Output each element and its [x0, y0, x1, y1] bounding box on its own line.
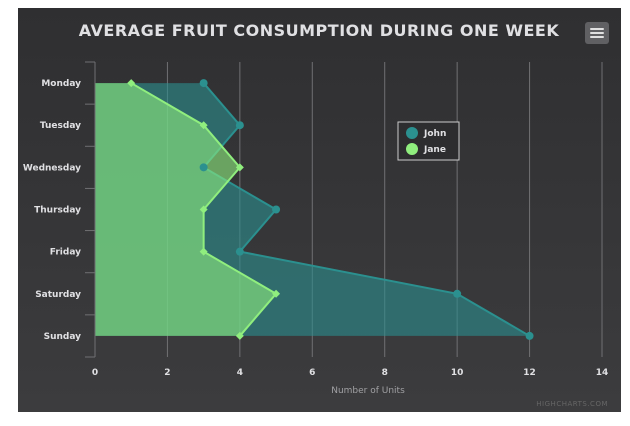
value-tick-label: 12 [523, 368, 536, 378]
value-tick-label: 6 [309, 368, 315, 378]
legend[interactable]: John Jane [397, 121, 460, 161]
data-point-john[interactable] [235, 247, 244, 256]
chart-container: AVERAGE FRUIT CONSUMPTION DURING ONE WEE… [18, 8, 621, 412]
value-tick-label: 14 [596, 368, 609, 378]
data-point-jane[interactable] [127, 79, 136, 88]
data-point-jane[interactable] [235, 163, 244, 172]
data-point-john[interactable] [525, 331, 534, 340]
value-tick-label: 4 [237, 368, 243, 378]
series-layer [95, 79, 534, 340]
legend-symbol [406, 143, 418, 155]
value-tick-label: 2 [164, 368, 170, 378]
category-label: Sunday [44, 332, 82, 342]
data-point-john[interactable] [199, 79, 208, 88]
category-label: Friday [50, 248, 81, 258]
legend-symbol [406, 127, 418, 139]
data-point-john[interactable] [453, 289, 462, 298]
legend-item-jane[interactable]: Jane [406, 143, 446, 155]
category-label: Tuesday [40, 121, 81, 131]
legend-box [397, 121, 460, 161]
credits-link[interactable]: HIGHCHARTS.COM [536, 400, 608, 408]
axes: 0 2 4 6 8 10 12 14 Monday Tuesday Wednesday Thursda… [23, 61, 609, 378]
data-point-jane[interactable] [199, 205, 208, 214]
category-label: Wednesday [23, 163, 81, 173]
value-tick-label: 0 [92, 368, 98, 378]
legend-label: Jane [423, 145, 446, 155]
data-point-jane[interactable] [272, 289, 281, 298]
legend-label: John [423, 129, 446, 139]
category-label: Saturday [35, 290, 81, 300]
data-point-john[interactable] [199, 163, 208, 172]
data-point-john[interactable] [235, 121, 244, 130]
chart-svg: AVERAGE FRUIT CONSUMPTION DURING ONE WEE… [23, 21, 609, 408]
data-point-jane[interactable] [199, 121, 208, 130]
value-tick-label: 10 [451, 368, 464, 378]
category-label: Monday [41, 79, 81, 89]
hamburger-menu-icon[interactable] [585, 22, 609, 44]
series-area-jane [95, 83, 277, 336]
legend-item-john[interactable]: John [406, 127, 446, 139]
value-axis-title: Number of Units [331, 386, 405, 396]
data-point-john[interactable] [272, 205, 281, 214]
category-label: Thursday [34, 206, 81, 216]
data-point-jane[interactable] [199, 247, 208, 256]
data-point-jane[interactable] [235, 331, 244, 340]
value-tick-label: 8 [382, 368, 388, 378]
grid-lines [166, 62, 603, 357]
chart-title: AVERAGE FRUIT CONSUMPTION DURING ONE WEE… [79, 21, 560, 40]
